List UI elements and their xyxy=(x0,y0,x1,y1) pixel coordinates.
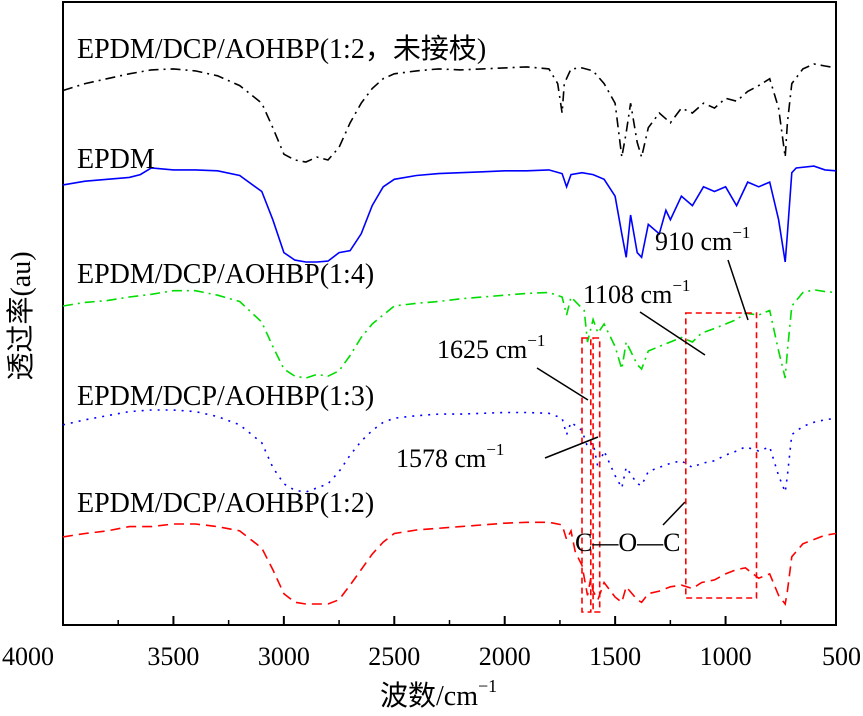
leader-1625 xyxy=(536,367,589,401)
leader-coc xyxy=(662,501,686,526)
series-line-3 xyxy=(62,288,837,379)
x-ticks: 4000 3500 3000 2500 2000 1500 1000 500 xyxy=(2,616,861,671)
series-label-1-3: EPDM/DCP/AOHBP(1:3) xyxy=(77,381,374,412)
annotation-1108: 1108 cm−1 xyxy=(583,276,690,309)
highlight-boxes xyxy=(581,312,758,613)
x-tick-label: 3500 xyxy=(147,642,199,671)
annotation-coc: C—O—C xyxy=(575,528,680,557)
annotation-1625: 1625 cm−1 xyxy=(437,331,545,364)
highlight-box-1 xyxy=(581,337,592,613)
leader-910 xyxy=(727,259,749,321)
annotation-910: 910 cm−1 xyxy=(655,223,750,256)
annotation-1578: 1578 cm−1 xyxy=(396,440,504,473)
series-label-ungrafted: EPDM/DCP/AOHBP(1:2，未接枝) xyxy=(77,33,486,65)
highlight-box-3 xyxy=(684,312,758,599)
series-curves xyxy=(62,63,837,606)
x-tick-label: 2500 xyxy=(368,642,420,671)
x-tick-label: 2000 xyxy=(479,642,531,671)
series-line-2 xyxy=(62,165,837,263)
x-tick-label: 3000 xyxy=(258,642,310,671)
series-label-1-4: EPDM/DCP/AOHBP(1:4) xyxy=(77,259,374,290)
y-axis-title: 透过率(au) xyxy=(5,251,37,380)
series-line-1 xyxy=(62,63,837,163)
x-tick-label: 1000 xyxy=(700,642,752,671)
x-tick-label: 4000 xyxy=(2,642,54,671)
series-line-5 xyxy=(62,521,837,606)
x-tick-label: 1500 xyxy=(589,642,641,671)
series-label-epdm: EPDM xyxy=(77,144,155,175)
x-axis-title: 波数/cm−1 xyxy=(380,676,497,712)
leader-1578 xyxy=(544,436,599,459)
x-tick-label: 500 xyxy=(822,642,861,671)
highlight-box-2 xyxy=(592,337,601,613)
series-label-1-2: EPDM/DCP/AOHBP(1:2) xyxy=(77,488,374,519)
leader-1108 xyxy=(639,311,706,356)
